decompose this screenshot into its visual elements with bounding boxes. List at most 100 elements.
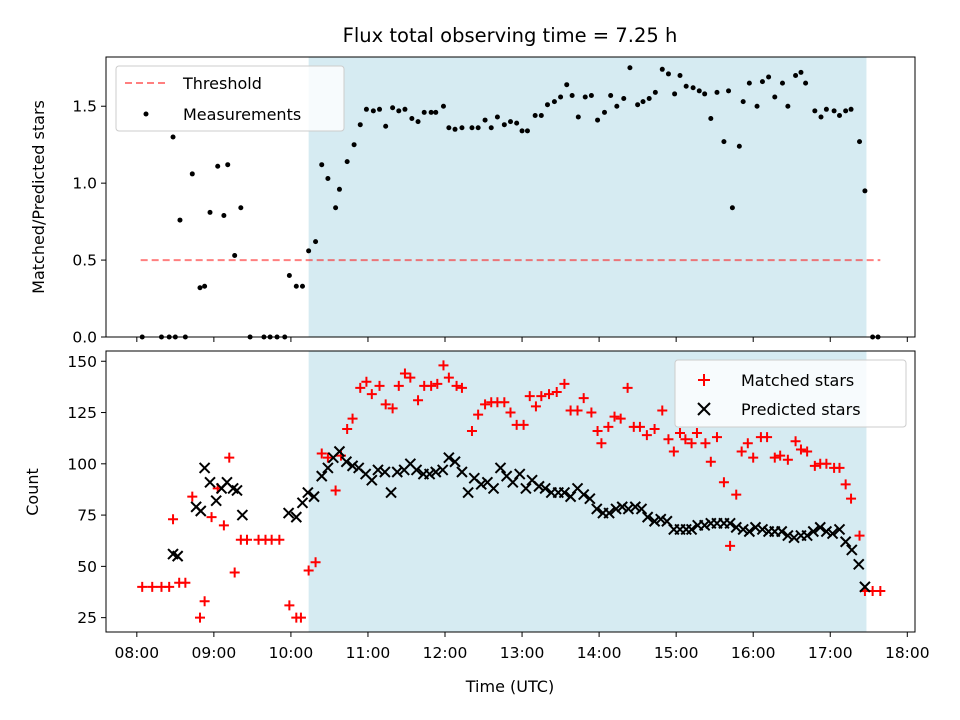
predicted-star-marker xyxy=(648,515,661,527)
matched-star-marker xyxy=(466,425,477,436)
measurement-point xyxy=(402,106,408,112)
matched-star-marker xyxy=(499,397,510,408)
measurement-point xyxy=(793,72,799,78)
measurement-point xyxy=(818,114,824,120)
predicted-star-marker xyxy=(749,521,762,534)
measurement-point xyxy=(232,252,238,258)
matched-star-marker xyxy=(426,380,437,391)
matched-star-marker xyxy=(366,389,377,400)
measurement-point xyxy=(544,102,550,108)
matched-star-marker xyxy=(218,520,229,531)
predicted-star-marker xyxy=(514,468,526,480)
measurement-point xyxy=(299,283,305,289)
measurement-point xyxy=(798,69,804,75)
measurement-point xyxy=(736,143,742,149)
measurement-point xyxy=(313,239,319,245)
matched-star-marker xyxy=(164,581,175,592)
matched-star-marker xyxy=(187,491,198,502)
predicted-star-marker xyxy=(290,511,303,523)
matched-star-marker xyxy=(316,448,327,459)
top-legend: Threshold Measurements xyxy=(115,65,345,132)
matched-star-marker xyxy=(303,565,314,576)
matched-star-marker xyxy=(206,512,217,523)
measurement-point xyxy=(708,116,714,122)
x-tick-label: 15:00 xyxy=(654,644,699,662)
measurement-point xyxy=(862,188,868,194)
predicted-star-marker xyxy=(737,523,749,536)
x-tick-label: 18:00 xyxy=(885,644,930,662)
measurement-point xyxy=(857,139,863,145)
predicted-star-marker xyxy=(782,529,794,542)
matched-star-marker xyxy=(524,391,535,402)
matched-star-marker xyxy=(675,428,686,439)
y-tick-label: 100 xyxy=(67,455,97,473)
predicted-star-marker xyxy=(333,445,346,458)
measurement-point xyxy=(433,109,439,115)
bottom-panel: 25 50 75 100 125 150 08:00 09:00 10:00 11:00 12:0… xyxy=(23,350,930,696)
measurement-point xyxy=(588,92,594,98)
matched-star-marker xyxy=(775,450,786,461)
matched-star-marker xyxy=(609,411,620,422)
predicted-star-marker xyxy=(603,507,615,519)
measurement-point xyxy=(595,117,601,123)
x-tick-label: 08:00 xyxy=(114,644,159,662)
matched-star-marker xyxy=(657,405,668,416)
matched-star-marker xyxy=(374,380,385,391)
predicted-star-marker xyxy=(236,509,249,521)
top-y-ticks: 0.0 0.5 1.0 1.5 xyxy=(72,98,106,347)
predicted-star-marker xyxy=(635,503,648,515)
matched-star-marker xyxy=(809,460,820,471)
x-tick-label: 17:00 xyxy=(808,644,853,662)
measurement-point xyxy=(683,83,689,89)
predicted-star-marker xyxy=(584,492,596,505)
chart-title: Flux total observing time = 7.25 h xyxy=(343,24,678,47)
predicted-star-marker xyxy=(430,466,442,478)
measurement-point xyxy=(601,109,607,115)
predicted-star-marker xyxy=(302,486,314,499)
matched-star-marker xyxy=(711,432,722,443)
matched-star-marker xyxy=(840,479,851,490)
measurement-point xyxy=(690,85,696,91)
bottom-axes-frame xyxy=(105,350,916,633)
matched-star-marker xyxy=(649,423,660,434)
predicted-star-marker xyxy=(316,470,328,482)
predicted-star-marker xyxy=(372,464,384,476)
measurement-point xyxy=(325,176,331,182)
matched-star-marker xyxy=(530,401,541,412)
measurement-point xyxy=(665,71,671,77)
matched-star-marker xyxy=(668,446,679,457)
y-tick-label: 1.5 xyxy=(72,98,97,116)
y-tick-label: 0.0 xyxy=(72,329,97,347)
predicted-star-marker xyxy=(171,550,184,562)
matched-star-marker xyxy=(432,378,443,389)
predicted-star-marker xyxy=(195,505,207,517)
legend-matched-swatch xyxy=(698,374,710,386)
observing-span xyxy=(308,57,867,337)
measurement-point xyxy=(286,272,292,278)
legend-measurements-label: Measurements xyxy=(183,105,301,124)
predicted-star-marker xyxy=(853,558,865,571)
predicted-star-marker xyxy=(533,480,545,493)
predicted-star-marker xyxy=(410,464,423,476)
top-legend-frame xyxy=(115,65,345,132)
measurement-point xyxy=(575,114,581,120)
matched-star-marker xyxy=(438,360,449,371)
matched-star-marker xyxy=(603,421,614,432)
matched-star-marker xyxy=(634,421,645,432)
matched-star-marker xyxy=(405,372,416,383)
predicted-star-marker xyxy=(462,486,474,499)
measurement-point xyxy=(524,128,530,134)
measurement-point xyxy=(652,89,658,95)
measurement-point xyxy=(396,108,402,114)
matched-star-marker xyxy=(680,434,691,445)
y-tick-label: 0.5 xyxy=(72,252,97,270)
matched-star-marker xyxy=(168,514,179,525)
predicted-star-marker xyxy=(859,581,871,593)
x-tick-label: 12:00 xyxy=(423,644,468,662)
measurement-point xyxy=(225,162,231,168)
matched-star-marker xyxy=(802,446,813,457)
predicted-star-marker xyxy=(308,490,320,503)
matched-star-marker xyxy=(742,438,753,449)
predicted-star-marker xyxy=(610,503,622,515)
measurement-point xyxy=(170,134,176,140)
